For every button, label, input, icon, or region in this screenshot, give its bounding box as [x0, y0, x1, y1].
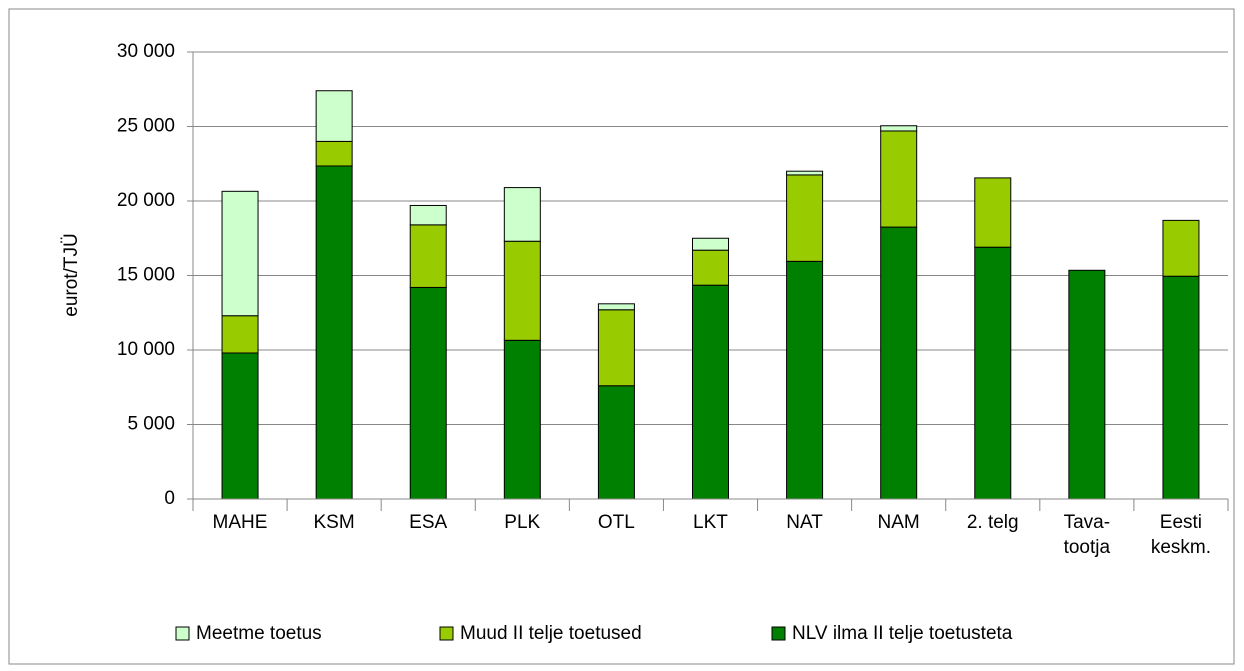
x-tick-label: MAHE — [212, 512, 268, 533]
y-tick-label: 30 000 — [117, 41, 175, 62]
x-tick-label: OTL — [597, 512, 635, 533]
bar-segment — [221, 315, 259, 354]
bar-segment — [597, 303, 635, 311]
bar-segment — [409, 224, 447, 288]
y-tick-label: 5 000 — [127, 414, 175, 435]
bar-segment — [1162, 275, 1200, 500]
legend-swatch — [771, 626, 786, 641]
bar-segment — [315, 140, 353, 167]
bar-segment — [692, 249, 729, 286]
x-tick-label: ESA — [409, 512, 448, 533]
bar-segment — [974, 246, 1012, 500]
bar-segment — [786, 170, 824, 176]
bar-segment — [409, 286, 447, 500]
legend-swatch — [439, 626, 454, 641]
bar-segment — [503, 339, 541, 500]
bar-segment — [221, 190, 259, 317]
bar-segment — [1162, 219, 1200, 277]
x-tick-label: 2. telg — [966, 512, 1019, 533]
bar-segment — [786, 260, 824, 500]
bar-segment — [692, 284, 729, 500]
y-axis-title: eurot/TJÜ — [61, 233, 82, 316]
bar-segment — [597, 309, 635, 387]
bar-segment — [692, 237, 729, 251]
bar-segment — [221, 352, 259, 500]
x-tick-label: NAT — [786, 512, 823, 533]
bar-segment — [786, 174, 824, 262]
bar-segment — [503, 240, 541, 341]
bar-segment — [409, 204, 447, 226]
x-tick-label: KSM — [313, 512, 355, 533]
bar-segment — [315, 90, 353, 142]
y-tick-label: 0 — [164, 488, 175, 509]
y-tick-label: 20 000 — [117, 190, 175, 211]
x-tick-label: Tava- tootja — [1063, 512, 1111, 558]
bar-segment — [880, 226, 918, 500]
bar-segment — [880, 130, 918, 228]
chart-border — [8, 8, 1235, 665]
legend-label: NLV ilma II telje toetusteta — [792, 623, 1013, 644]
legend-label: Muud II telje toetused — [460, 623, 642, 644]
bar-segment — [315, 165, 353, 500]
y-tick-label: 15 000 — [117, 265, 175, 286]
y-tick-label: 25 000 — [117, 116, 175, 137]
bar-segment — [1068, 269, 1106, 500]
x-tick-label: NAM — [877, 512, 920, 533]
bar-segment — [503, 187, 541, 242]
x-tick-label: PLK — [504, 512, 541, 533]
y-tick-label: 10 000 — [117, 339, 175, 360]
bar-segment — [597, 385, 635, 500]
legend-label: Meetme toetus — [196, 623, 322, 644]
x-tick-label: LKT — [693, 512, 728, 533]
x-tick-label: Eesti keskm. — [1150, 512, 1211, 558]
bar-segment — [880, 125, 918, 132]
bar-segment — [974, 177, 1012, 248]
legend-swatch — [175, 626, 190, 641]
